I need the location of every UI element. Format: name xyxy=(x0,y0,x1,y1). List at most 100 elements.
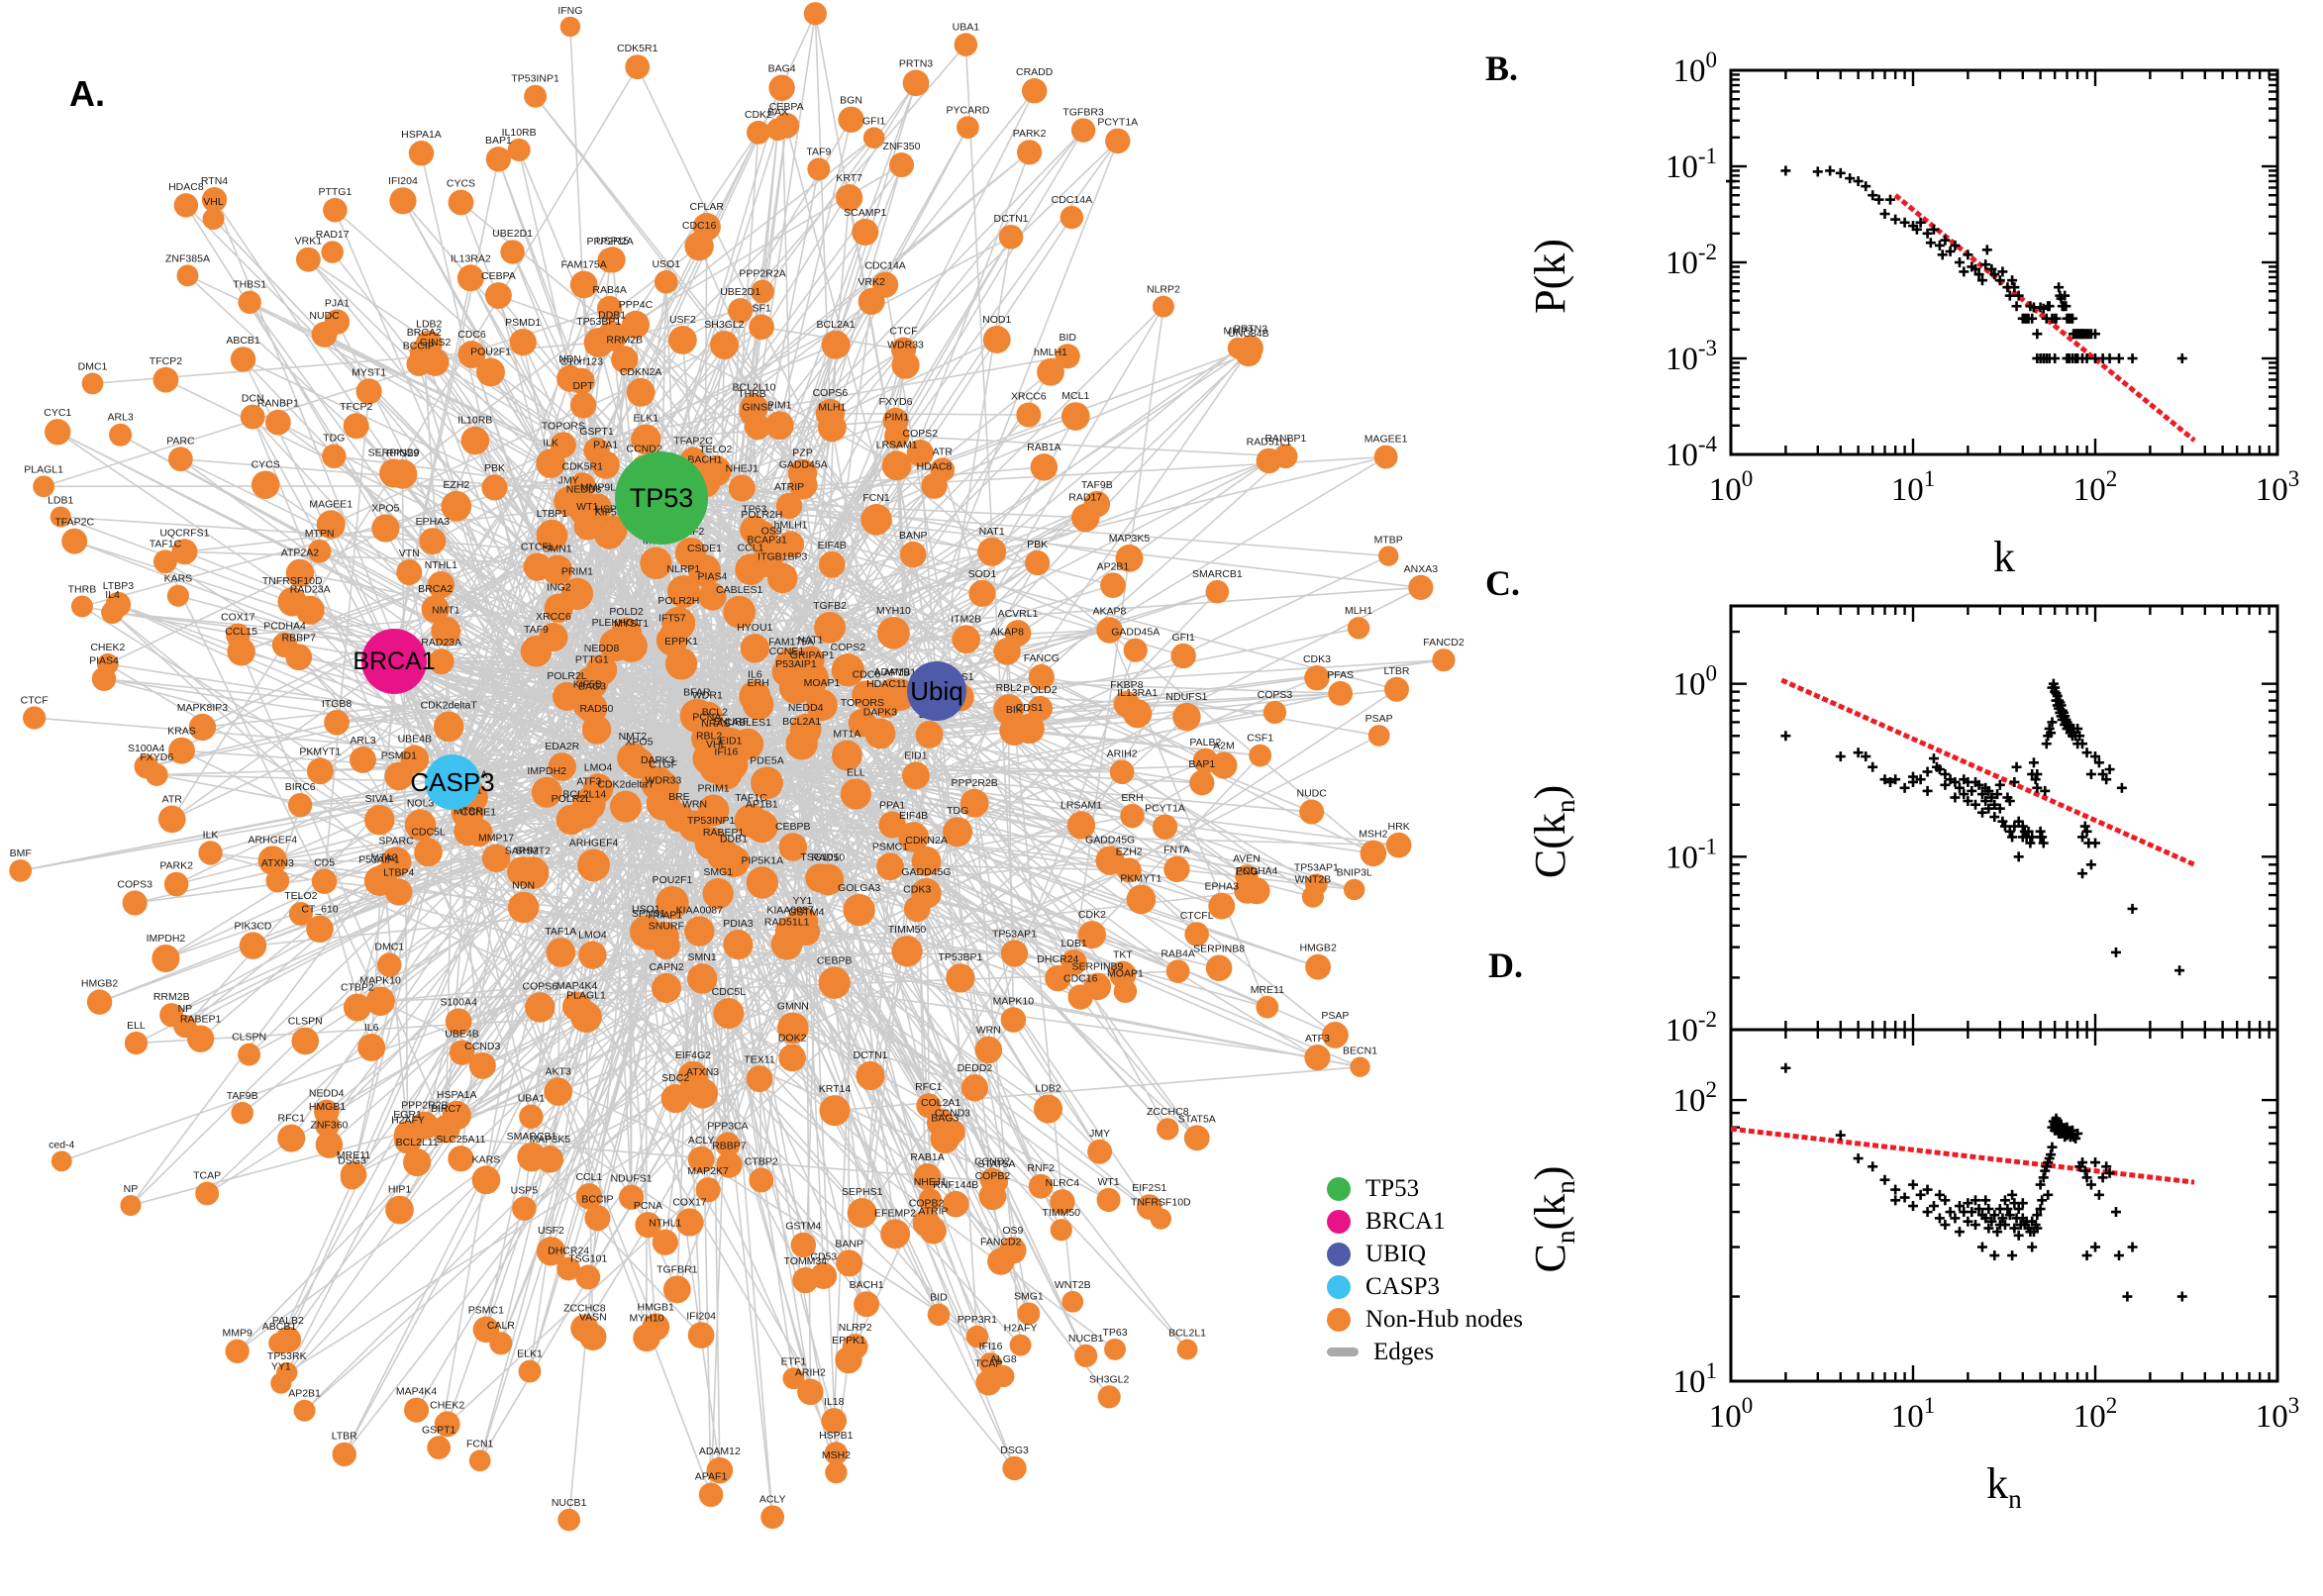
gene-label: SH3GL2 xyxy=(1089,1373,1129,1385)
non-hub-node xyxy=(414,838,443,867)
non-hub-node xyxy=(999,716,1030,747)
gene-label: CEBPB xyxy=(775,821,811,833)
gene-label: TOMM34 xyxy=(784,1255,828,1267)
non-hub-node xyxy=(173,193,199,218)
gene-label: SCAMP1 xyxy=(844,207,886,219)
gene-label: FKBP8 xyxy=(1110,679,1143,691)
non-hub-node xyxy=(332,1442,356,1467)
gene-label: ITGB1BP3 xyxy=(758,551,807,563)
non-hub-node xyxy=(660,1083,690,1114)
non-hub-node xyxy=(646,786,680,821)
non-hub-node xyxy=(943,817,973,848)
non-hub-node xyxy=(512,1196,537,1221)
gene-label: SPNS1 xyxy=(632,908,666,920)
non-hub-node xyxy=(1408,574,1434,600)
gene-label: LTBP3 xyxy=(103,580,134,592)
non-hub-node xyxy=(523,552,552,581)
non-hub-node xyxy=(880,1219,911,1249)
non-hub-node xyxy=(134,753,158,779)
gene-label: COPS2 xyxy=(903,428,939,440)
gene-label: PPP2R2A xyxy=(586,236,633,248)
non-hub-node xyxy=(1205,954,1233,982)
non-hub-node xyxy=(618,1184,645,1210)
non-hub-node xyxy=(365,986,395,1016)
gene-label: GRIPAP1 xyxy=(790,649,835,661)
gene-label: ATXN3 xyxy=(686,1066,719,1078)
gene-label: ZCCHC8 xyxy=(1147,1106,1189,1118)
gene-label: TP53AP1 xyxy=(992,928,1037,940)
gene-label: PRIM1 xyxy=(698,783,730,795)
gene-label: H2AFY xyxy=(391,1114,425,1126)
gene-label: S100A4 xyxy=(128,743,165,754)
non-hub-node xyxy=(1152,814,1178,840)
non-hub-node xyxy=(1017,1302,1041,1326)
non-hub-node xyxy=(749,1167,774,1193)
gene-label: XPO5 xyxy=(371,502,399,514)
gene-label: RBL2 xyxy=(996,682,1022,694)
non-hub-node xyxy=(307,539,332,563)
hub-brca1: BRCA1 xyxy=(353,629,436,694)
non-hub-node xyxy=(579,1323,607,1351)
gene-label: DPT xyxy=(573,380,595,392)
non-hub-node xyxy=(81,372,104,395)
gene-label: ZNF350 xyxy=(883,141,921,152)
gene-label: PARK2 xyxy=(1013,128,1047,140)
gene-label: PALB2 xyxy=(1189,737,1221,748)
gene-label: LDB1 xyxy=(48,495,73,507)
gene-label: IFI16 xyxy=(979,1341,1003,1352)
gene-label: POLR2H xyxy=(741,509,782,521)
non-hub-node xyxy=(176,264,199,287)
gene-label: MOAP1 xyxy=(1107,967,1144,979)
gene-label: WDR1 xyxy=(692,690,723,702)
non-hub-node xyxy=(385,1195,414,1225)
gene-label: ERH xyxy=(748,677,769,689)
non-hub-node xyxy=(287,792,313,818)
tick-label: 101 xyxy=(1891,1393,1936,1435)
gene-label: RAD51L1 xyxy=(764,917,810,929)
gene-label: OS9 xyxy=(1002,1225,1023,1237)
gene-label: MAP3K5 xyxy=(530,1134,571,1146)
gene-label: RAD23A xyxy=(421,637,461,648)
gene-label: TAF1A xyxy=(545,926,576,938)
gene-label: LTBR xyxy=(332,1431,357,1443)
non-hub-node xyxy=(930,457,956,482)
non-hub-node xyxy=(998,224,1024,249)
gene-label: CDK2 xyxy=(745,109,772,121)
gene-label: ARL3 xyxy=(107,412,133,424)
gene-label: MRE11 xyxy=(337,1149,370,1161)
gene-label: ILK xyxy=(543,437,558,449)
gene-label: NEDD8 xyxy=(566,483,602,495)
gene-label: ATF3 xyxy=(576,776,601,788)
non-hub-node xyxy=(1115,544,1144,572)
non-hub-node xyxy=(33,475,55,498)
tick-label: 102 xyxy=(2073,1393,2118,1435)
tick-label: 101 xyxy=(1673,1358,1718,1400)
non-hub-node xyxy=(902,69,930,97)
gene-label: TFAP2C xyxy=(673,435,713,447)
gene-label: HDAC8 xyxy=(917,461,953,473)
gene-label: EPPK1 xyxy=(664,636,698,648)
non-hub-node xyxy=(415,330,443,357)
gene-label: BACH1 xyxy=(687,454,722,466)
non-hub-node xyxy=(70,595,93,618)
gene-label: SMG1 xyxy=(1014,1290,1044,1302)
gene-label: GSTM4 xyxy=(788,906,824,918)
hub-node-circle xyxy=(907,661,966,721)
gene-label: DSG3 xyxy=(338,1154,366,1166)
non-hub-node xyxy=(723,595,757,629)
non-hub-node xyxy=(915,721,944,748)
gene-label: AVEN xyxy=(1233,852,1261,864)
gene-label: LMO4 xyxy=(584,761,613,773)
non-hub-node xyxy=(448,1146,474,1172)
non-hub-node xyxy=(1321,1022,1349,1048)
non-hub-node xyxy=(982,325,1011,353)
gene-label: TP53RK xyxy=(796,0,836,2)
gene-label: RAD50 xyxy=(811,851,845,863)
gene-label: CDK2deltaT xyxy=(597,779,655,791)
non-hub-node xyxy=(884,423,910,449)
non-hub-node xyxy=(977,537,1007,566)
non-hub-node xyxy=(1208,892,1236,920)
gene-label: CABLES1 xyxy=(716,584,762,596)
gene-label: NUCB1 xyxy=(1068,1333,1104,1345)
gene-label: PKMYT1 xyxy=(1120,873,1162,885)
